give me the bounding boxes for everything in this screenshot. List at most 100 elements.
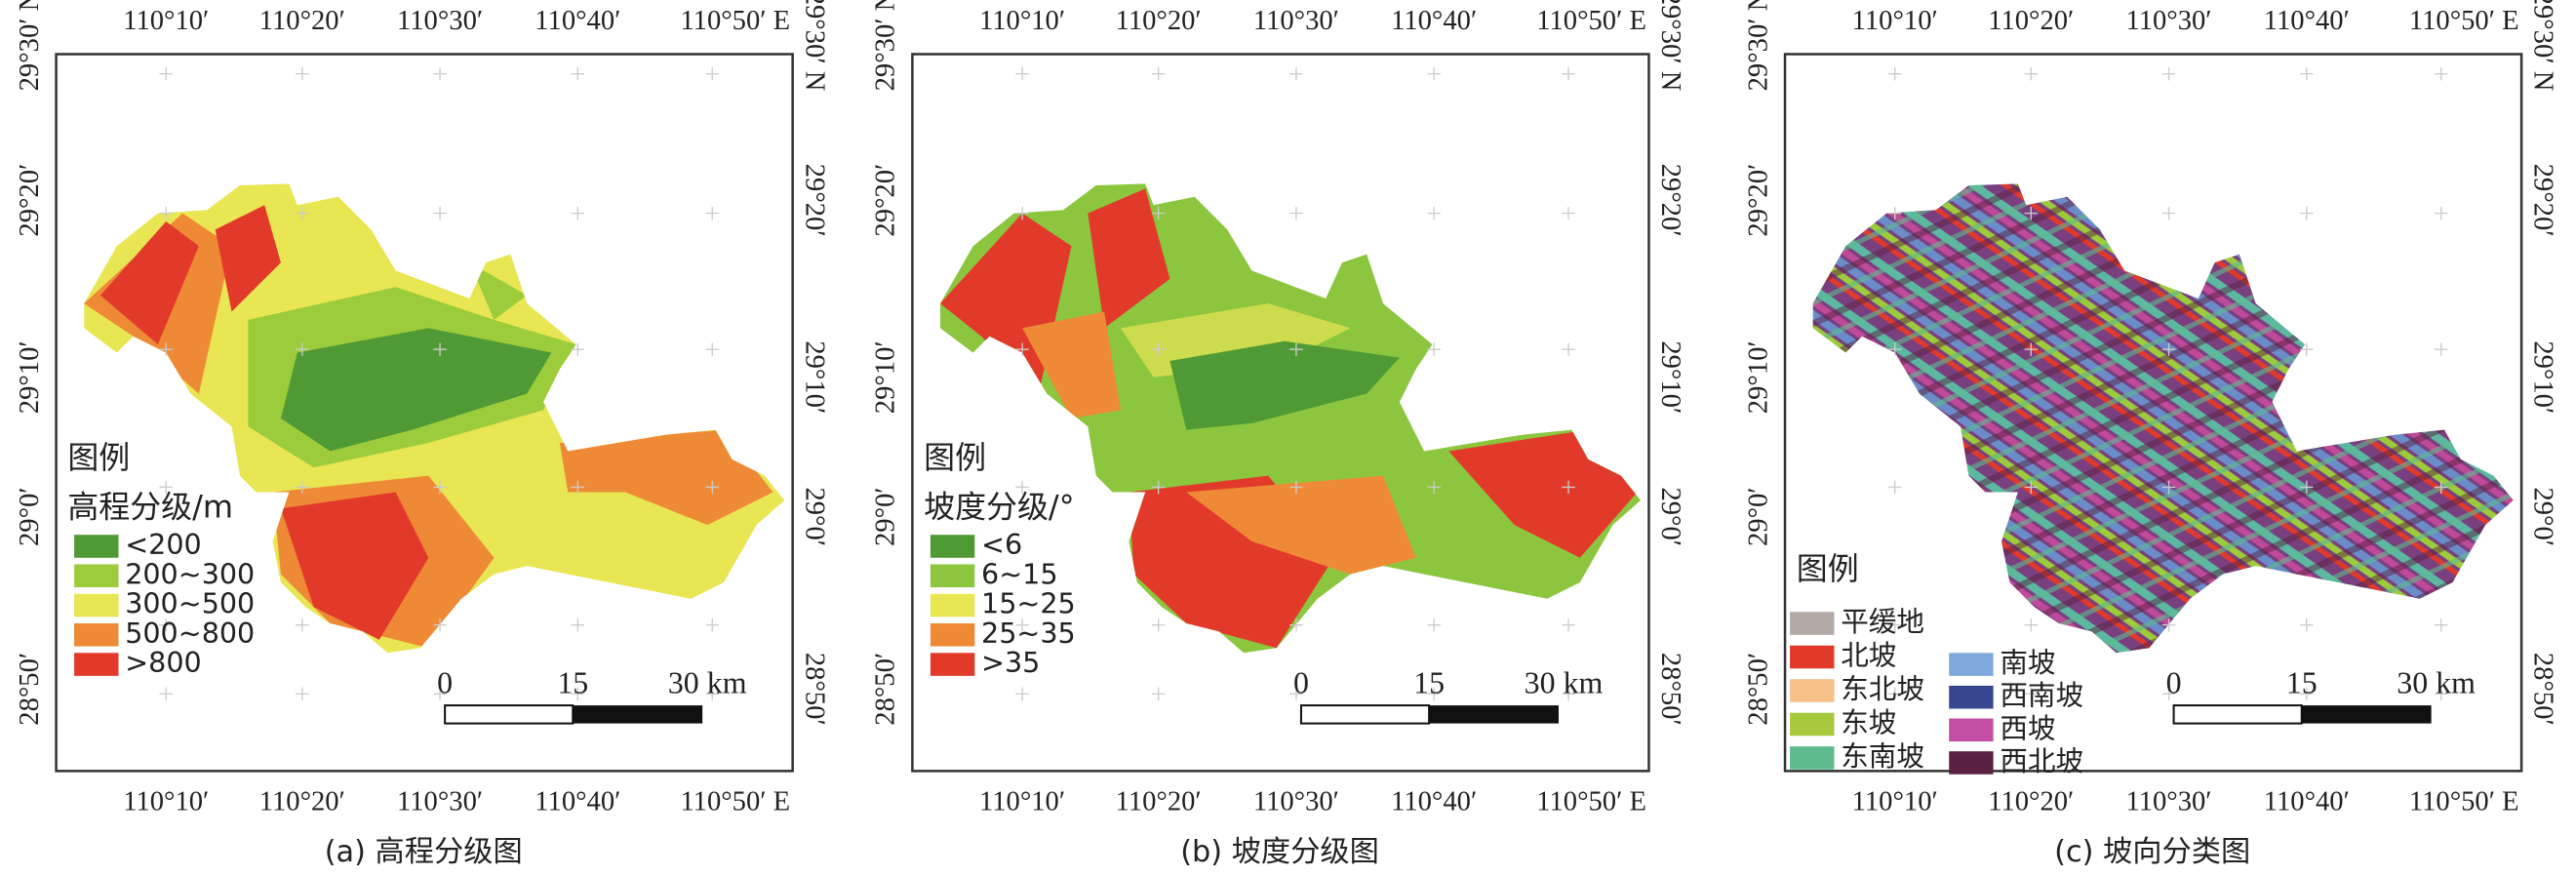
lon-label-top: 110°10′ <box>123 6 209 36</box>
grid-cross <box>571 342 585 356</box>
grid-cross <box>2300 480 2314 495</box>
legend-subtitle: 高程分级/m <box>67 488 233 525</box>
lon-label-bottom: 110°10′ <box>1852 787 1938 817</box>
map-frame <box>1783 53 2523 773</box>
scale-bar-white <box>444 704 575 725</box>
legend-label: 300~500 <box>125 587 255 620</box>
grid-cross <box>159 480 173 495</box>
grid-cross <box>433 617 447 632</box>
grid-cross <box>1427 687 1441 701</box>
lon-label-bottom: 110°20′ <box>1116 787 1202 817</box>
grid-cross <box>1427 617 1441 632</box>
grid-cross <box>571 617 585 632</box>
lon-label-bottom: 110°30′ <box>397 787 483 817</box>
grid-cross <box>433 687 447 701</box>
grid-cross <box>159 687 173 701</box>
panel: 110°10′ 110°10′ 110°20′ 110°20′ 110°30′ 110°3… <box>1743 0 2557 869</box>
legend-swatch <box>1949 685 1994 709</box>
grid-cross <box>1887 687 1902 701</box>
lat-label-left: 29°0′ <box>1743 487 1773 546</box>
legend-label: 6~15 <box>981 557 1058 590</box>
legend-label: 500~800 <box>125 617 255 650</box>
grid-cross <box>2024 66 2039 81</box>
grid-cross <box>1887 206 1902 220</box>
scale-label: 30 km <box>1525 665 1604 699</box>
lon-label-bottom: 110°30′ <box>1253 787 1339 817</box>
caption: (a) 高程分级图 <box>325 835 523 869</box>
grid-cross <box>1562 687 1575 701</box>
grid-cross <box>2434 342 2448 356</box>
grid-cross <box>705 342 719 356</box>
scale-label: 15 <box>557 665 588 699</box>
lon-label-top: 110°40′ <box>1391 6 1477 36</box>
legend-title: 图例 <box>1797 550 1859 587</box>
legend-swatch <box>1790 746 1835 770</box>
grid-cross <box>2300 66 2314 81</box>
scale-bar-black <box>1429 705 1559 724</box>
lon-label-bottom: 110°20′ <box>259 787 345 817</box>
legend-label: 南坡 <box>2000 646 2055 679</box>
legend-label: >800 <box>125 646 202 679</box>
grid-cross <box>1151 206 1166 220</box>
grid-cross <box>2024 206 2039 220</box>
panel: 110°10′ 110°10′ 110°20′ 110°20′ 110°30′ 110°3… <box>15 0 829 869</box>
grid-cross <box>1015 480 1029 495</box>
grid-cross <box>1427 480 1441 495</box>
lon-label-bottom: 110°40′ <box>2264 787 2350 817</box>
lat-label-left: 28°50′ <box>871 653 901 726</box>
lon-label-top: 110°50′ E <box>2409 6 2519 36</box>
grid-cross <box>1562 206 1575 220</box>
legend-swatch <box>930 593 975 617</box>
grid-cross <box>2161 342 2176 356</box>
grid-cross <box>296 617 309 632</box>
caption: (c) 坡向分类图 <box>2054 835 2250 869</box>
scale-label: 0 <box>437 665 453 699</box>
grid-cross <box>1887 66 1902 81</box>
lat-label-right: 29°10′ <box>1655 340 1685 414</box>
grid-cross <box>1151 687 1166 701</box>
lon-label-top: 110°40′ <box>535 6 620 36</box>
lon-label-top: 110°50′ E <box>680 6 790 36</box>
lat-label-left: 29°0′ <box>15 487 45 546</box>
scale-label: 30 km <box>2397 665 2476 699</box>
grid-cross <box>2161 480 2176 495</box>
grid-cross <box>1289 687 1303 701</box>
grid-cross <box>1151 480 1166 495</box>
lat-label-right: 29°0′ <box>1655 487 1685 546</box>
grid-cross <box>2434 687 2448 701</box>
grid-cross <box>1887 342 1902 356</box>
grid-cross <box>1562 480 1575 495</box>
legend-swatch <box>74 535 119 558</box>
grid-cross <box>2024 480 2039 495</box>
grid-cross <box>1015 617 1029 632</box>
grid-cross <box>1562 66 1575 81</box>
lat-label-left: 29°10′ <box>15 340 45 414</box>
lat-label-left: 28°50′ <box>15 653 45 726</box>
legend-label: 西坡 <box>2000 711 2055 744</box>
lat-label-right: 29°10′ <box>2528 340 2558 414</box>
grid-cross <box>2434 206 2448 220</box>
grid-cross <box>433 206 447 220</box>
caption: (b) 坡度分级图 <box>1180 835 1379 869</box>
grid-cross <box>705 617 719 632</box>
lat-label-right: 29°0′ <box>2528 487 2558 546</box>
legend-swatch <box>1949 751 1994 775</box>
grid-cross <box>1289 617 1303 632</box>
legend-swatch <box>1949 653 1994 676</box>
scale-bar-white <box>1299 704 1431 725</box>
grid-cross <box>1015 342 1029 356</box>
lon-label-top: 110°30′ <box>1253 6 1339 36</box>
aspect-map <box>1812 183 2514 654</box>
scale-label: 0 <box>2166 665 2182 699</box>
legend-swatch <box>1949 718 1994 742</box>
lon-label-bottom: 110°40′ <box>535 787 620 817</box>
legend-label: 平缓地 <box>1841 605 1924 638</box>
grid-cross <box>296 206 309 220</box>
grid-cross <box>2434 66 2448 81</box>
grid-cross <box>1151 342 1166 356</box>
grid-cross <box>2024 687 2039 701</box>
legend-swatch <box>74 593 119 617</box>
grid-cross <box>571 66 585 81</box>
grid-cross <box>2300 342 2314 356</box>
